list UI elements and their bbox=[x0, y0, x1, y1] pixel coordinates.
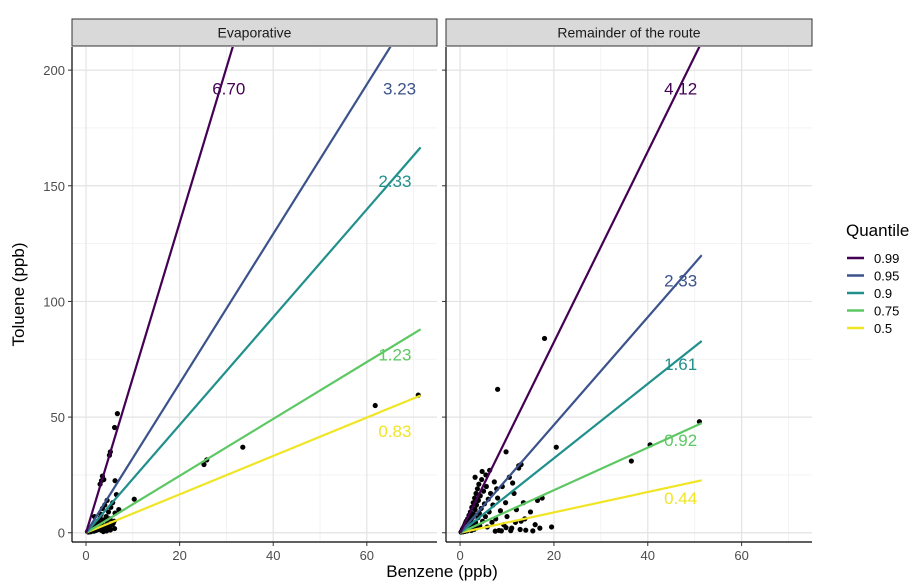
slope-label: 6.70 bbox=[212, 80, 245, 99]
panel-evaporative: Evaporative 0 20 40 60 0 50 100 150 200 6.70 3.23 2.… bbox=[43, 18, 438, 563]
fit-line-q075 bbox=[459, 422, 703, 534]
fit-line-q09 bbox=[85, 146, 422, 534]
y-axis-title: Toluene (ppb) bbox=[9, 243, 28, 347]
data-point bbox=[628, 458, 634, 464]
data-point bbox=[530, 528, 536, 534]
data-point bbox=[537, 525, 543, 531]
facet-strip-title: Evaporative bbox=[218, 25, 292, 41]
data-point bbox=[472, 474, 478, 480]
data-point bbox=[489, 519, 495, 525]
data-point bbox=[479, 468, 485, 475]
legend-label: 0.5 bbox=[874, 321, 892, 336]
data-point bbox=[495, 495, 501, 501]
x-tick-label: 20 bbox=[547, 548, 561, 563]
facet-strip-title: Remainder of the route bbox=[557, 25, 700, 41]
data-point bbox=[240, 444, 246, 450]
facet-strip bbox=[71, 18, 438, 47]
data-point bbox=[111, 525, 118, 532]
slope-label: 2.33 bbox=[378, 172, 411, 191]
data-point bbox=[498, 528, 504, 534]
y-tick-label: 100 bbox=[43, 294, 65, 309]
slope-label: 1.61 bbox=[664, 355, 697, 374]
legend-label: 0.9 bbox=[874, 286, 892, 301]
legend-label: 0.75 bbox=[874, 304, 899, 319]
data-point bbox=[503, 525, 509, 531]
x-tick-label: 0 bbox=[82, 548, 89, 563]
data-point bbox=[474, 486, 481, 492]
slope-label: 0.83 bbox=[378, 422, 411, 441]
x-tick-label: 40 bbox=[266, 548, 280, 563]
y-tick-label: 0 bbox=[58, 526, 65, 541]
data-point bbox=[491, 479, 497, 485]
slope-label: 0.92 bbox=[664, 431, 697, 450]
x-tick-label: 0 bbox=[456, 548, 463, 563]
plot-area bbox=[458, 47, 703, 535]
fit-line-q05 bbox=[459, 479, 702, 534]
data-point bbox=[497, 508, 504, 514]
x-tick-label: 20 bbox=[172, 548, 186, 563]
data-point bbox=[372, 402, 378, 409]
data-point bbox=[112, 478, 118, 484]
data-point bbox=[479, 476, 485, 483]
data-point bbox=[482, 513, 489, 520]
fit-line-q09 bbox=[459, 340, 703, 534]
data-point bbox=[111, 424, 118, 431]
y-tick-label: 50 bbox=[51, 410, 65, 425]
legend-title: Quantile bbox=[846, 221, 909, 240]
slope-label: 4.12 bbox=[664, 80, 697, 99]
fit-line-q099 bbox=[84, 47, 234, 534]
data-point bbox=[201, 461, 207, 468]
plot-area bbox=[84, 47, 422, 535]
slope-label: 0.44 bbox=[664, 489, 697, 508]
data-point bbox=[131, 496, 137, 502]
data-point bbox=[527, 509, 534, 515]
fit-line-q099 bbox=[459, 47, 701, 534]
data-point bbox=[472, 507, 478, 513]
data-point bbox=[502, 500, 509, 506]
data-point bbox=[553, 444, 559, 450]
slope-label: 1.23 bbox=[378, 346, 411, 365]
data-point bbox=[103, 513, 109, 520]
y-tick-label: 150 bbox=[43, 179, 65, 194]
data-point bbox=[504, 513, 510, 520]
legend: Quantile 0.99 0.95 0.9 0.75 0.5 bbox=[846, 221, 909, 336]
data-point bbox=[503, 449, 509, 455]
y-tick-label: 200 bbox=[43, 63, 65, 78]
fit-line-q095 bbox=[459, 254, 703, 534]
data-point bbox=[100, 528, 106, 535]
data-point bbox=[483, 483, 489, 490]
data-point bbox=[473, 490, 479, 497]
x-axis-title: Benzene (ppb) bbox=[386, 562, 498, 581]
data-point bbox=[114, 411, 120, 417]
data-point bbox=[523, 527, 529, 533]
fit-line-q075 bbox=[85, 328, 422, 534]
legend-label: 0.95 bbox=[874, 269, 899, 284]
fit-line-q05 bbox=[85, 394, 422, 534]
facet-strip bbox=[445, 18, 813, 47]
data-point bbox=[492, 528, 498, 534]
data-point bbox=[548, 524, 555, 530]
data-point bbox=[105, 509, 112, 515]
x-tick-label: 60 bbox=[360, 548, 374, 563]
panel-remainder-of-route: Remainder of the route 0 20 40 60 4.12 2.33 1.6… bbox=[442, 18, 813, 563]
data-point bbox=[532, 522, 538, 528]
legend-label: 0.99 bbox=[874, 251, 899, 266]
x-tick-label: 40 bbox=[641, 548, 655, 563]
fit-line-q095 bbox=[85, 47, 392, 534]
data-point bbox=[476, 481, 482, 487]
data-point bbox=[541, 335, 548, 342]
data-point bbox=[107, 527, 113, 533]
x-tick-label: 60 bbox=[734, 548, 748, 563]
slope-label: 3.23 bbox=[383, 80, 416, 99]
data-point bbox=[508, 528, 514, 534]
slope-label: 2.33 bbox=[664, 272, 697, 291]
data-point bbox=[510, 480, 516, 486]
data-point bbox=[495, 386, 501, 392]
data-point bbox=[517, 526, 523, 533]
